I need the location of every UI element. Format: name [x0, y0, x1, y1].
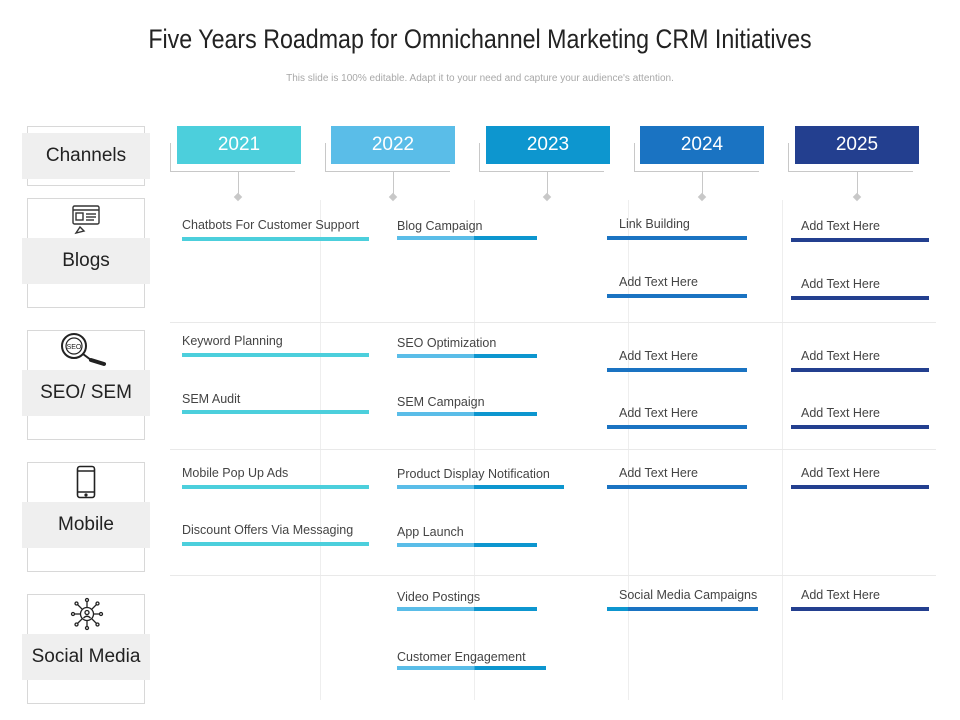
task-bar: [791, 238, 929, 242]
page-title: Five Years Roadmap for Omnichannel Marke…: [148, 24, 812, 54]
grid-divider: [170, 449, 936, 450]
task-label: Add Text Here: [801, 219, 880, 233]
task-label: SEO Optimization: [397, 336, 497, 350]
task-label: Customer Engagement: [397, 650, 526, 664]
seo-magnifier-icon: SEO: [58, 331, 110, 372]
connector-dot: [542, 192, 552, 202]
year-connector: [238, 171, 239, 195]
task-label: Discount Offers Via Messaging: [182, 523, 354, 537]
blog-icon: [70, 203, 102, 240]
task-label: Add Text Here: [619, 349, 698, 363]
grid-divider: [474, 200, 475, 700]
task-bar: [607, 607, 758, 611]
year-bracket: [325, 143, 450, 172]
task-label: Add Text Here: [801, 406, 880, 420]
grid-divider: [320, 200, 321, 700]
task-bar: [791, 425, 929, 429]
task-bar: [791, 607, 929, 611]
task-label: App Launch: [397, 525, 464, 539]
year-header-2022: 2022: [331, 126, 455, 164]
task-bar: [182, 237, 369, 241]
year-connector: [547, 171, 548, 195]
task-bar: [607, 425, 747, 429]
task-bar: [607, 485, 747, 489]
task-bar: [607, 236, 747, 240]
row-label-seo-sem: SEO/ SEM: [22, 370, 150, 416]
year-connector: [857, 171, 858, 195]
task-label: Social Media Campaigns: [619, 588, 758, 602]
svg-text:SEO: SEO: [67, 344, 82, 351]
task-label: Mobile Pop Up Ads: [182, 466, 289, 480]
task-label: Add Text Here: [619, 466, 698, 480]
task-bar: [397, 236, 537, 240]
task-bar: [397, 666, 546, 670]
task-label: Link Building: [619, 217, 690, 231]
task-label: SEM Campaign: [397, 395, 485, 409]
task-label: Add Text Here: [619, 275, 698, 289]
year-bracket: [634, 143, 759, 172]
mobile-phone-icon: [76, 465, 96, 504]
task-label: Add Text Here: [801, 349, 880, 363]
grid-divider: [170, 322, 936, 323]
year-header-2023: 2023: [486, 126, 610, 164]
task-bar: [607, 294, 747, 298]
task-label: Product Display Notification: [397, 467, 550, 481]
year-header-2024: 2024: [640, 126, 764, 164]
task-bar: [397, 485, 564, 489]
task-label: Blog Campaign: [397, 219, 483, 233]
connector-dot: [852, 192, 862, 202]
task-label: Add Text Here: [619, 406, 698, 420]
year-bracket: [170, 143, 295, 172]
task-label: SEM Audit: [182, 392, 241, 406]
task-bar: [397, 543, 537, 547]
connector-dot: [233, 192, 243, 202]
row-label-blogs: Blogs: [22, 238, 150, 284]
task-bar: [397, 354, 537, 358]
year-header-2025: 2025: [795, 126, 919, 164]
grid-divider: [170, 575, 936, 576]
task-label: Add Text Here: [801, 277, 880, 291]
year-bracket: [788, 143, 913, 172]
row-label-social-media: Social Media: [22, 634, 150, 680]
task-label: Video Postings: [397, 590, 481, 604]
task-bar: [607, 368, 747, 372]
page-subtitle: This slide is 100% editable. Adapt it to…: [286, 73, 674, 84]
task-bar: [397, 412, 537, 416]
connector-dot: [388, 192, 398, 202]
task-bar: [397, 607, 537, 611]
task-bar: [791, 296, 929, 300]
connector-dot: [697, 192, 707, 202]
task-label: Chatbots For Customer Support: [182, 218, 360, 232]
year-connector: [393, 171, 394, 195]
task-label: Add Text Here: [801, 466, 880, 480]
task-bar: [182, 542, 369, 546]
task-bar: [182, 353, 369, 357]
task-label: Add Text Here: [801, 588, 880, 602]
year-header-2021: 2021: [177, 126, 301, 164]
channels-header: Channels: [22, 133, 150, 179]
task-bar: [182, 410, 369, 414]
task-bar: [791, 485, 929, 489]
year-bracket: [479, 143, 604, 172]
grid-divider: [628, 200, 629, 700]
task-label: Keyword Planning: [182, 334, 283, 348]
task-bar: [791, 368, 929, 372]
grid-divider: [782, 200, 783, 700]
year-connector: [702, 171, 703, 195]
social-network-icon: [70, 597, 104, 636]
task-bar: [182, 485, 369, 489]
row-label-mobile: Mobile: [22, 502, 150, 548]
